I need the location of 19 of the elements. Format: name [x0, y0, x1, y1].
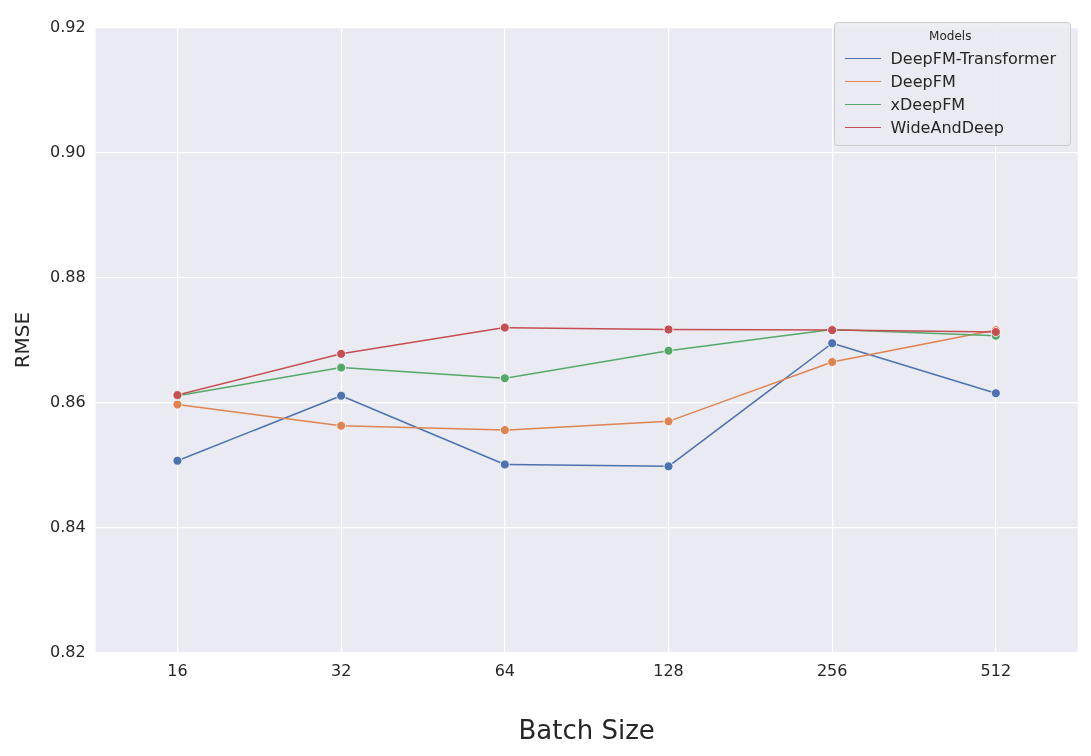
y-tick-label: 0.88 [50, 266, 86, 286]
y-tick-label: 0.82 [50, 641, 86, 661]
x-tick-label: 256 [816, 661, 848, 681]
x-tick-label: 16 [167, 661, 188, 681]
x-axis-title: Batch Size [518, 715, 655, 746]
legend-title: Models [928, 29, 973, 43]
legend-label: WideAndDeep [890, 117, 1004, 139]
x-tick-label: 64 [494, 661, 515, 681]
y-tick-label: 0.84 [50, 516, 86, 536]
x-tick-label: 128 [653, 661, 684, 681]
legend-label: xDeepFM [890, 94, 966, 116]
legend-label: DeepFM-Transformer [890, 48, 1056, 70]
y-tick-label: 0.90 [50, 141, 86, 161]
y-axis-title: RMSE [10, 311, 35, 369]
legend-label: DeepFM [890, 71, 956, 93]
y-tick-label: 0.92 [50, 16, 86, 36]
x-tick-label: 32 [330, 661, 352, 681]
x-tick-label: 512 [980, 661, 1012, 681]
y-tick-label: 0.86 [50, 391, 86, 411]
